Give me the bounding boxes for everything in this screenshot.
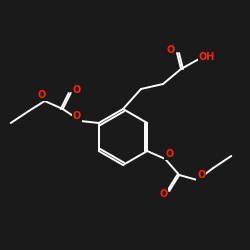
Text: O: O xyxy=(73,85,81,95)
Text: O: O xyxy=(159,189,167,199)
Text: O: O xyxy=(38,90,46,100)
Text: O: O xyxy=(165,149,173,159)
Text: O: O xyxy=(167,45,175,55)
Text: O: O xyxy=(73,111,81,121)
Text: OH: OH xyxy=(199,52,215,62)
Text: O: O xyxy=(197,170,205,180)
